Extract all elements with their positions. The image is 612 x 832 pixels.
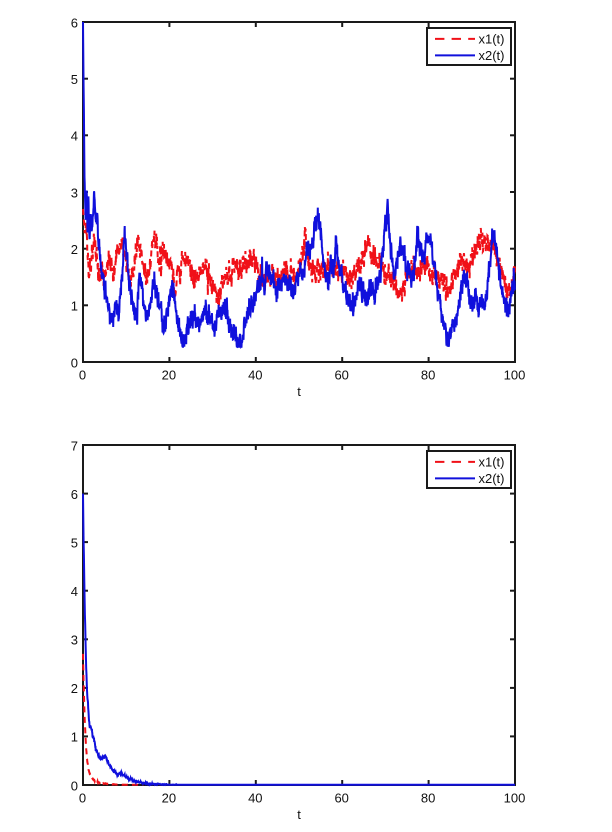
svg-text:60: 60 <box>334 368 348 383</box>
svg-text:4: 4 <box>71 129 78 144</box>
svg-text:1: 1 <box>71 730 78 745</box>
svg-text:x2(t): x2(t) <box>479 48 505 63</box>
svg-text:6: 6 <box>71 487 78 502</box>
svg-text:60: 60 <box>334 791 348 806</box>
svg-text:t: t <box>297 807 301 822</box>
svg-text:0: 0 <box>71 778 78 793</box>
svg-text:100: 100 <box>504 791 526 806</box>
svg-text:80: 80 <box>421 791 435 806</box>
svg-text:6: 6 <box>71 15 78 30</box>
svg-text:0: 0 <box>79 368 86 383</box>
svg-text:3: 3 <box>71 185 78 200</box>
svg-text:20: 20 <box>162 791 176 806</box>
svg-text:40: 40 <box>248 368 262 383</box>
svg-text:x2(t): x2(t) <box>479 471 505 486</box>
svg-text:100: 100 <box>504 368 526 383</box>
svg-text:2: 2 <box>71 681 78 696</box>
svg-text:x1(t): x1(t) <box>479 455 505 470</box>
svg-text:20: 20 <box>162 368 176 383</box>
svg-text:5: 5 <box>71 72 78 87</box>
svg-text:2: 2 <box>71 242 78 257</box>
svg-text:80: 80 <box>421 368 435 383</box>
svg-text:1: 1 <box>71 299 78 314</box>
svg-text:5: 5 <box>71 535 78 550</box>
svg-text:t: t <box>297 384 301 399</box>
svg-text:7: 7 <box>71 438 78 453</box>
svg-text:40: 40 <box>248 791 262 806</box>
svg-text:x1(t): x1(t) <box>479 32 505 47</box>
svg-text:0: 0 <box>79 791 86 806</box>
svg-text:0: 0 <box>71 355 78 370</box>
svg-text:3: 3 <box>71 633 78 648</box>
svg-text:4: 4 <box>71 584 78 599</box>
